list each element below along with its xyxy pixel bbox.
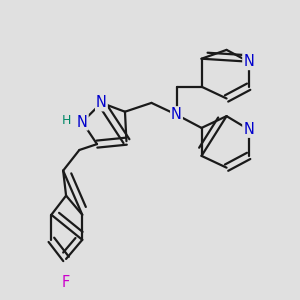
Text: N: N — [243, 54, 254, 69]
Text: N: N — [171, 107, 182, 122]
Text: N: N — [96, 95, 107, 110]
Text: H: H — [61, 114, 71, 127]
Text: N: N — [77, 115, 88, 130]
Text: F: F — [62, 275, 70, 290]
Text: N: N — [243, 122, 254, 137]
